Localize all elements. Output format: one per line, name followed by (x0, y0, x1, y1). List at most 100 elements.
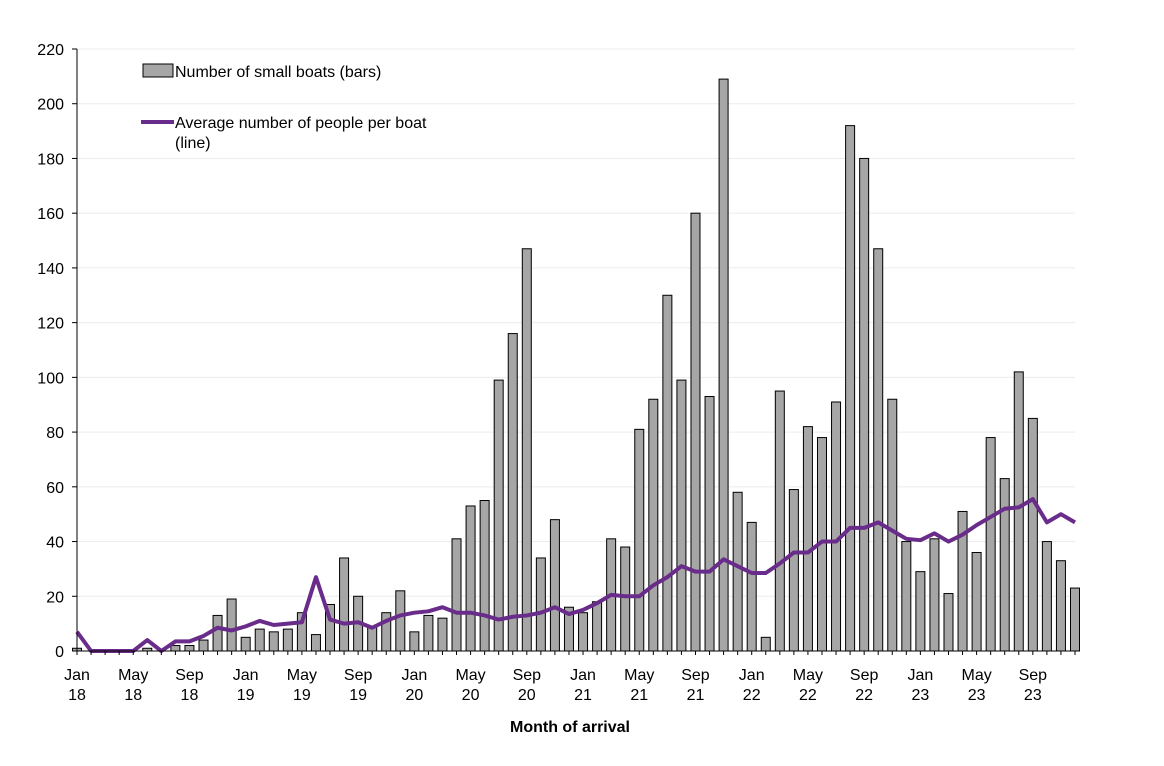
x-tick-label-month: May (287, 667, 317, 684)
y-tick-label: 160 (37, 206, 64, 223)
x-tick-label-year: 21 (574, 687, 592, 704)
x-tick-label-year: 22 (855, 687, 873, 704)
x-tick-label-year: 19 (349, 687, 367, 704)
bar (985, 437, 996, 652)
x-tick-label-year: 19 (237, 687, 255, 704)
bar (282, 628, 293, 652)
x-tick-label-month: Jan (570, 667, 596, 684)
x-tick-label-month: Jan (401, 667, 427, 684)
x-tick-label-year: 21 (630, 687, 648, 704)
bar (268, 631, 279, 652)
bar (578, 612, 589, 652)
legend: Number of small boats (bars) Average num… (141, 63, 427, 152)
bar (788, 489, 799, 652)
bar (1041, 541, 1052, 652)
y-tick-label: 60 (46, 480, 64, 497)
y-tick-label: 20 (46, 589, 64, 606)
bar (395, 590, 406, 652)
bar (746, 521, 757, 652)
bar (226, 598, 237, 652)
bar (184, 645, 195, 652)
bar (845, 125, 856, 652)
bar (409, 631, 420, 652)
bar (493, 379, 504, 652)
bar (465, 505, 476, 652)
bar (648, 398, 659, 652)
bar (212, 614, 223, 652)
bars-group (72, 78, 1080, 652)
x-tick-label-year: 20 (462, 687, 480, 704)
x-tick-label-month: Sep (1019, 667, 1048, 684)
bar (901, 541, 912, 652)
x-tick-label-year: 19 (293, 687, 311, 704)
x-axis-title: Month of arrival (510, 719, 630, 736)
x-tick-label-month: Sep (850, 667, 879, 684)
y-tick-label: 40 (46, 535, 64, 552)
bar (451, 538, 462, 652)
bar (479, 500, 490, 652)
line-group (75, 497, 1077, 653)
bar (943, 593, 954, 652)
x-tick-label-year: 18 (124, 687, 142, 704)
x-tick-label-year: 22 (799, 687, 817, 704)
bar (887, 398, 898, 652)
bar (1055, 560, 1066, 652)
x-tick-label-month: Jan (233, 667, 259, 684)
y-tick-label: 200 (37, 97, 64, 114)
x-tick-label-month: May (624, 667, 654, 684)
bar (774, 390, 785, 652)
bar (690, 212, 701, 652)
bar (831, 401, 842, 652)
x-tick-label-year: 18 (181, 687, 199, 704)
y-tick-labels: 0 20 40 60 80 100 120 140 160 180 200 220 (37, 42, 64, 661)
x-tick-label-month: Jan (739, 667, 765, 684)
gridlines (77, 48, 1075, 597)
bar (704, 396, 715, 652)
x-tick-label-month: Sep (681, 667, 710, 684)
legend-bar-swatch (142, 63, 174, 78)
bar (634, 428, 645, 652)
x-tick-label-month: May (118, 667, 148, 684)
x-tick-label-year: 23 (1024, 687, 1042, 704)
y-tick-label: 140 (37, 261, 64, 278)
x-tick-label-year: 21 (687, 687, 705, 704)
bar (915, 571, 926, 652)
bar (760, 636, 771, 652)
x-tick-label-month: May (961, 667, 991, 684)
y-tick-label: 0 (55, 644, 64, 661)
axes (72, 48, 1076, 655)
x-tick-label-month: Jan (907, 667, 933, 684)
bar (971, 551, 982, 652)
bar (1027, 417, 1038, 652)
x-tick-label-month: Jan (64, 667, 90, 684)
x-tick-label-month: May (455, 667, 485, 684)
bar (367, 625, 378, 652)
y-tick-label: 100 (37, 370, 64, 387)
bar (1013, 371, 1024, 652)
bar (802, 426, 813, 652)
x-tick-label-year: 23 (911, 687, 929, 704)
bar (170, 645, 181, 652)
bar (1070, 587, 1080, 652)
y-tick-label: 220 (37, 42, 64, 59)
legend-bar-label: Number of small boats (bars) (175, 64, 381, 81)
x-tick-label-year: 20 (518, 687, 536, 704)
x-tick-label-month: Sep (344, 667, 373, 684)
x-tick-label-month: May (793, 667, 823, 684)
bar (859, 157, 870, 652)
bar (521, 248, 532, 652)
bar (592, 601, 603, 652)
x-tick-label-year: 18 (68, 687, 86, 704)
bar (423, 614, 434, 652)
bar (662, 294, 673, 652)
line-series-people-per-boat (75, 497, 1077, 653)
y-tick-label: 120 (37, 316, 64, 333)
y-tick-label: 80 (46, 425, 64, 442)
bar (676, 379, 687, 652)
bar (549, 519, 560, 652)
bar (620, 546, 631, 652)
bar (198, 639, 209, 652)
bar (437, 617, 448, 652)
bar (873, 248, 884, 652)
